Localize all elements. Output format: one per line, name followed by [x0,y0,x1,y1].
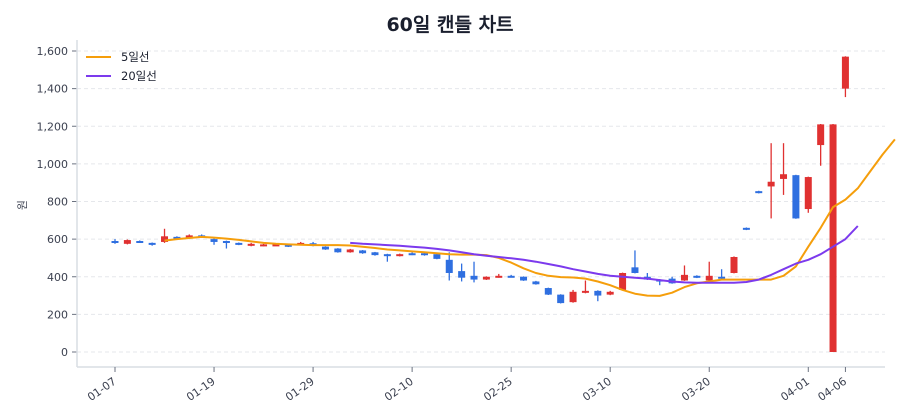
candle-down [421,253,428,256]
y-tick-label: 1,400 [37,83,69,96]
candle-up [767,181,775,187]
candle-up [705,275,713,281]
ma20-line [350,225,859,284]
axes: 0 200 400 600 800 1,000 1,200 1,400 1,600 01-07 01… [37,40,885,404]
candle-up [161,236,169,242]
candle-up [346,249,354,253]
candle-down [792,175,800,219]
chart-title: 60일 캔들 차트 [386,14,514,36]
candle-down [148,242,156,245]
x-tick-label: 01-29 [283,375,317,404]
candle-down [631,267,639,273]
candle-down [470,275,478,280]
candle-down [334,248,342,253]
candle-down [458,271,466,278]
candle-down [383,254,391,257]
candle-down [507,275,515,278]
candle-down [222,241,230,244]
candle-down [359,250,367,254]
candle-down [520,276,528,281]
candle-up [829,124,837,353]
candle-up [581,290,589,293]
candle-down [755,191,763,194]
y-tick-label: 600 [47,233,68,246]
candle-down [718,276,726,279]
candle-up [804,177,812,210]
candle-down [284,244,292,247]
moving-averages [164,138,896,297]
candle-up [606,291,614,295]
grid-lines [77,50,885,353]
y-tick-label: 800 [47,196,68,209]
candle-down [136,241,144,244]
candle-down [433,254,441,259]
x-tick-label: 01-19 [184,375,218,404]
ma5-line [164,138,896,297]
legend: 5일선 20일선 [86,50,157,83]
x-tick-label: 02-10 [382,375,416,404]
legend-label: 5일선 [121,50,149,64]
legend-label: 20일선 [121,69,157,83]
candle-down [532,281,540,285]
candle-up [817,124,825,146]
candle-up [123,240,131,244]
candle-up [495,275,503,278]
x-tick-label: 03-10 [580,375,614,404]
y-tick-label: 1,000 [37,158,69,171]
candle-down [594,290,602,296]
candle-down [210,239,218,242]
candle-up [841,56,849,89]
candle-down [111,241,119,244]
candle-up [680,274,688,281]
y-tick-label: 0 [61,346,68,359]
x-tick-label: 02-25 [481,375,515,404]
candle-down [235,242,243,245]
candle-up [780,174,788,179]
candle-up [730,256,738,273]
x-tick-label: 01-07 [85,375,119,404]
candle-down [742,227,750,230]
candle-down [408,253,416,256]
x-tick-label: 03-20 [679,375,713,404]
candle-down [173,236,181,239]
candle-down [445,259,453,273]
y-axis-label: 원 [16,200,29,210]
candle-up [396,254,404,257]
y-tick-label: 200 [47,308,68,321]
candle-up [569,291,577,303]
candles [111,56,849,353]
y-tick-label: 400 [47,271,68,284]
candle-up [185,235,193,238]
candle-up [272,244,280,247]
candle-up [482,276,490,280]
x-tick-label: 04-01 [778,375,812,404]
y-tick-label: 1,600 [37,45,69,58]
candle-down [544,288,552,295]
candle-up [619,272,627,290]
candle-down [693,275,701,278]
candle-down [321,246,329,250]
candle-down [557,294,565,304]
x-tick-label: 04-06 [815,375,849,404]
candle-up [260,244,268,247]
candle-down [371,252,379,256]
candle-up [247,243,255,246]
y-tick-label: 1,200 [37,120,69,133]
